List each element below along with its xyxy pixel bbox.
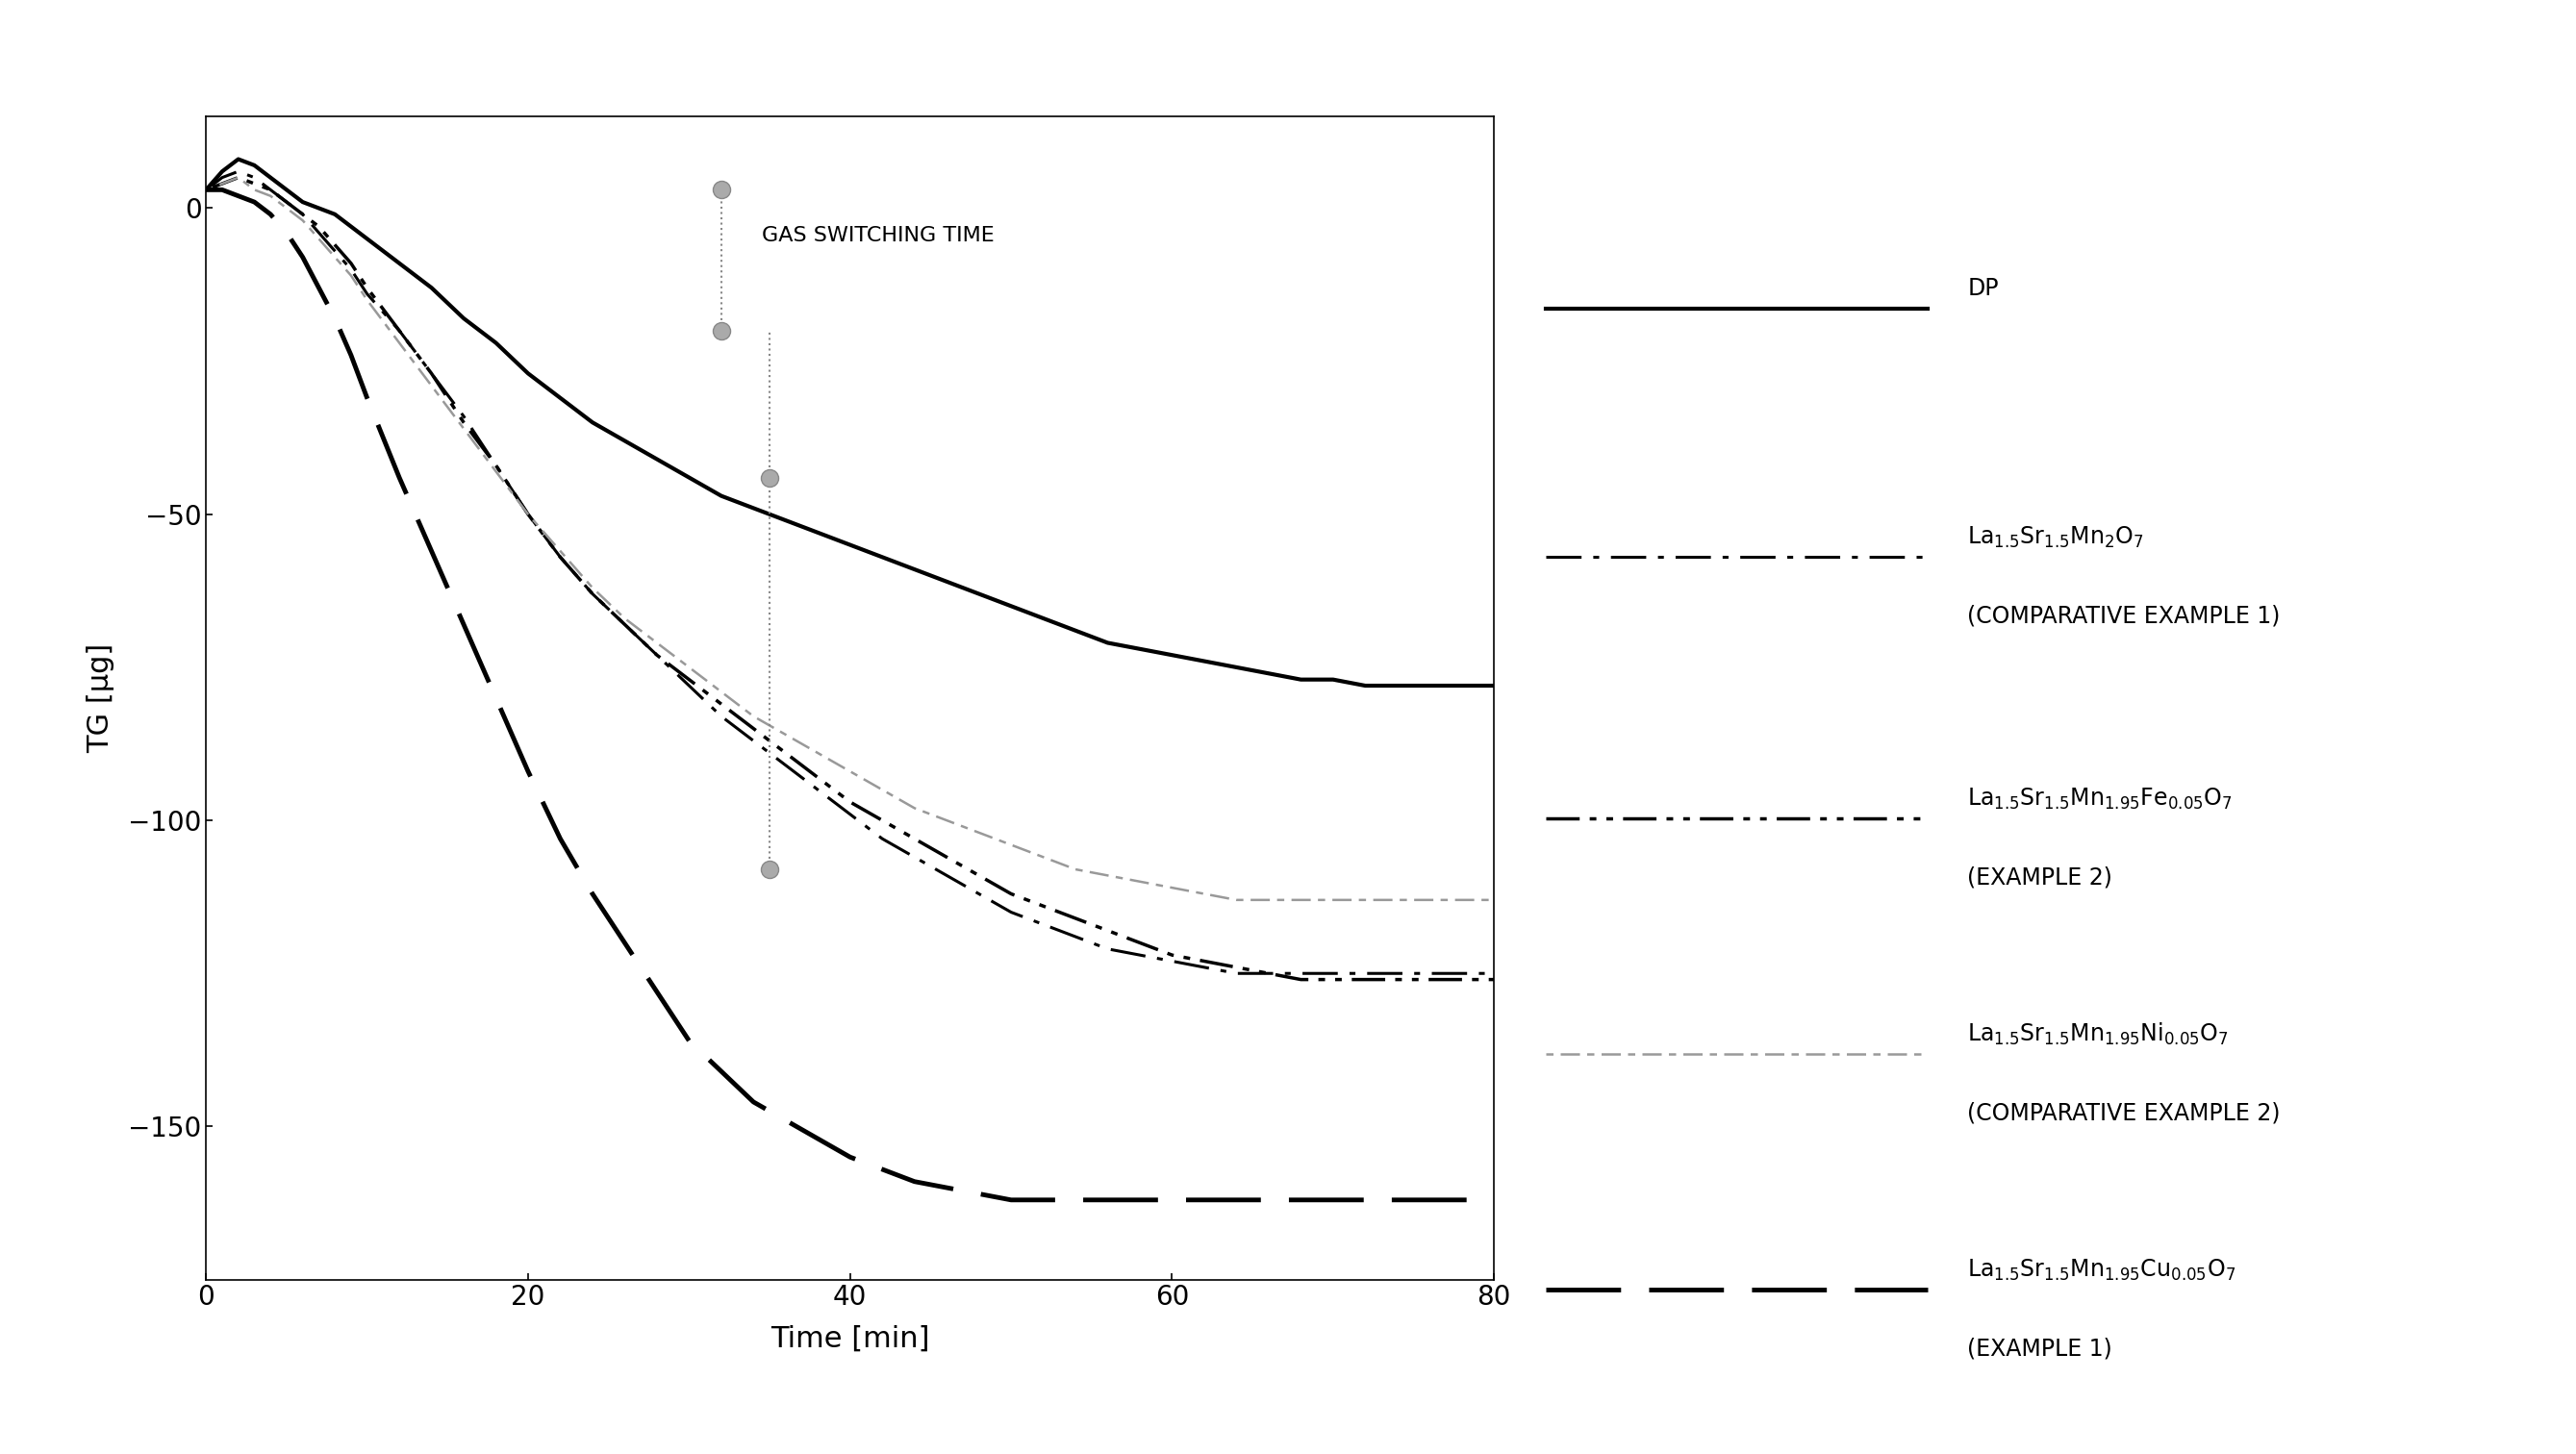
X-axis label: Time [min]: Time [min] (770, 1325, 930, 1352)
Y-axis label: TG [μg]: TG [μg] (88, 643, 113, 753)
Text: (EXAMPLE 1): (EXAMPLE 1) (1968, 1338, 2112, 1359)
Text: DP: DP (1968, 278, 1999, 300)
Text: (COMPARATIVE EXAMPLE 1): (COMPARATIVE EXAMPLE 1) (1968, 605, 2280, 627)
Text: La$_{1.5}$Sr$_{1.5}$Mn$_{1.95}$Ni$_{0.05}$O$_7$: La$_{1.5}$Sr$_{1.5}$Mn$_{1.95}$Ni$_{0.05… (1968, 1022, 2228, 1047)
Text: La$_{1.5}$Sr$_{1.5}$Mn$_{1.95}$Cu$_{0.05}$O$_7$: La$_{1.5}$Sr$_{1.5}$Mn$_{1.95}$Cu$_{0.05… (1968, 1258, 2236, 1282)
Text: La$_{1.5}$Sr$_{1.5}$Mn$_2$O$_7$: La$_{1.5}$Sr$_{1.5}$Mn$_2$O$_7$ (1968, 525, 2143, 550)
Text: La$_{1.5}$Sr$_{1.5}$Mn$_{1.95}$Fe$_{0.05}$O$_7$: La$_{1.5}$Sr$_{1.5}$Mn$_{1.95}$Fe$_{0.05… (1968, 787, 2233, 811)
Text: (EXAMPLE 2): (EXAMPLE 2) (1968, 867, 2112, 888)
Text: GAS SWITCHING TIME: GAS SWITCHING TIME (762, 225, 994, 246)
Text: (COMPARATIVE EXAMPLE 2): (COMPARATIVE EXAMPLE 2) (1968, 1102, 2280, 1124)
